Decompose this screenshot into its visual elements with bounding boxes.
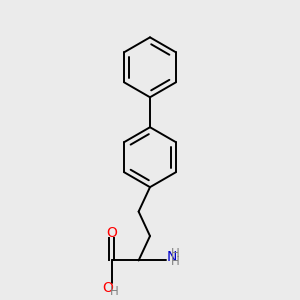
Text: H: H — [171, 256, 179, 268]
Text: N: N — [167, 250, 177, 265]
Text: H: H — [110, 285, 119, 298]
Text: H: H — [171, 248, 179, 260]
Text: O: O — [106, 226, 117, 240]
Text: O: O — [103, 281, 113, 295]
